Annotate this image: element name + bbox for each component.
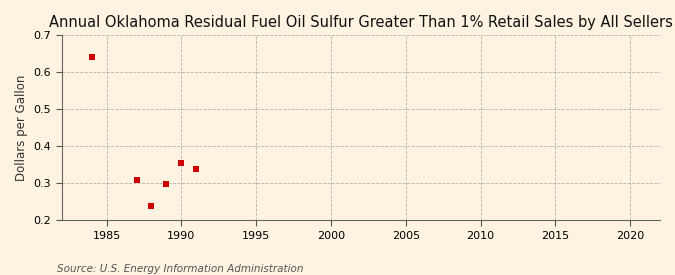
Y-axis label: Dollars per Gallon: Dollars per Gallon — [15, 75, 28, 181]
Point — [191, 167, 202, 172]
Point — [131, 177, 142, 182]
Point — [146, 204, 157, 208]
Title: Annual Oklahoma Residual Fuel Oil Sulfur Greater Than 1% Retail Sales by All Sel: Annual Oklahoma Residual Fuel Oil Sulfur… — [49, 15, 673, 30]
Point — [86, 55, 97, 59]
Point — [176, 160, 187, 165]
Text: Source: U.S. Energy Information Administration: Source: U.S. Energy Information Administ… — [57, 264, 304, 274]
Point — [161, 182, 172, 186]
